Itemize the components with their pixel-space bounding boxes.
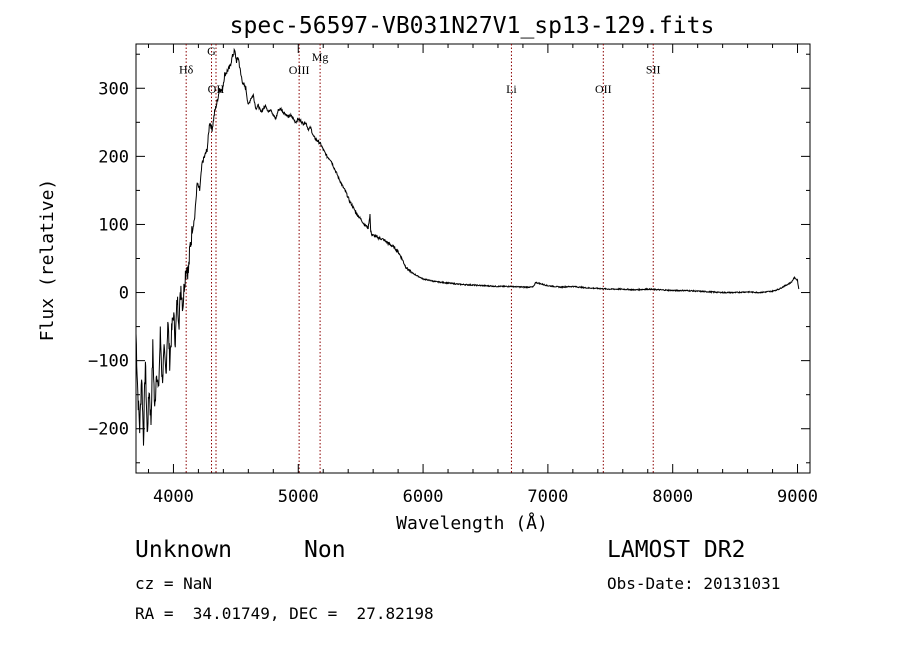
plot-border	[135, 43, 811, 474]
x-axis-ticks: 4000 5000 6000 7000 8000 9000	[147, 44, 818, 507]
x-tick-label: 8000	[652, 487, 693, 507]
y-tick-label: 100	[98, 215, 129, 235]
object-type: Unknown	[135, 537, 232, 563]
spectrum-line	[135, 47, 800, 446]
y-tick-label: 0	[119, 284, 129, 304]
plot-frame	[135, 43, 811, 474]
x-tick-label: 6000	[403, 487, 444, 507]
object-class: Non	[304, 537, 346, 563]
line-label: OII	[595, 82, 612, 96]
x-tick-label: 7000	[527, 487, 568, 507]
line-label: Li	[506, 82, 517, 96]
line-label: Mg	[312, 50, 329, 64]
line-label: OII	[208, 82, 225, 96]
y-axis-label: Flux (relative)	[37, 179, 58, 342]
y-tick-label: 200	[98, 147, 129, 167]
line-label: OIII	[289, 63, 310, 77]
line-label: SII	[646, 62, 661, 76]
x-tick-label: 9000	[777, 487, 818, 507]
observation-date: Obs-Date: 20131031	[607, 574, 781, 593]
ra-dec-coordinates: RA = 34.01749, DEC = 27.82198	[135, 604, 434, 623]
y-axis-ticks: −200 −100 0 100 200 300	[88, 53, 810, 464]
x-axis-label: Wavelength (Å)	[396, 512, 548, 534]
redshift-cz: cz = NaN	[135, 574, 213, 593]
y-tick-label: 300	[98, 79, 129, 99]
spectrum-layer	[135, 47, 800, 446]
y-tick-label: −200	[88, 420, 129, 440]
survey-name: LAMOST DR2	[607, 537, 746, 563]
x-tick-label: 5000	[278, 487, 319, 507]
line-label: G	[207, 44, 216, 58]
x-tick-label: 4000	[153, 487, 194, 507]
chart-title: spec-56597-VB031N27V1_sp13-129.fits	[230, 13, 715, 39]
line-label: Hδ	[179, 62, 194, 76]
y-tick-label: −100	[88, 352, 129, 372]
